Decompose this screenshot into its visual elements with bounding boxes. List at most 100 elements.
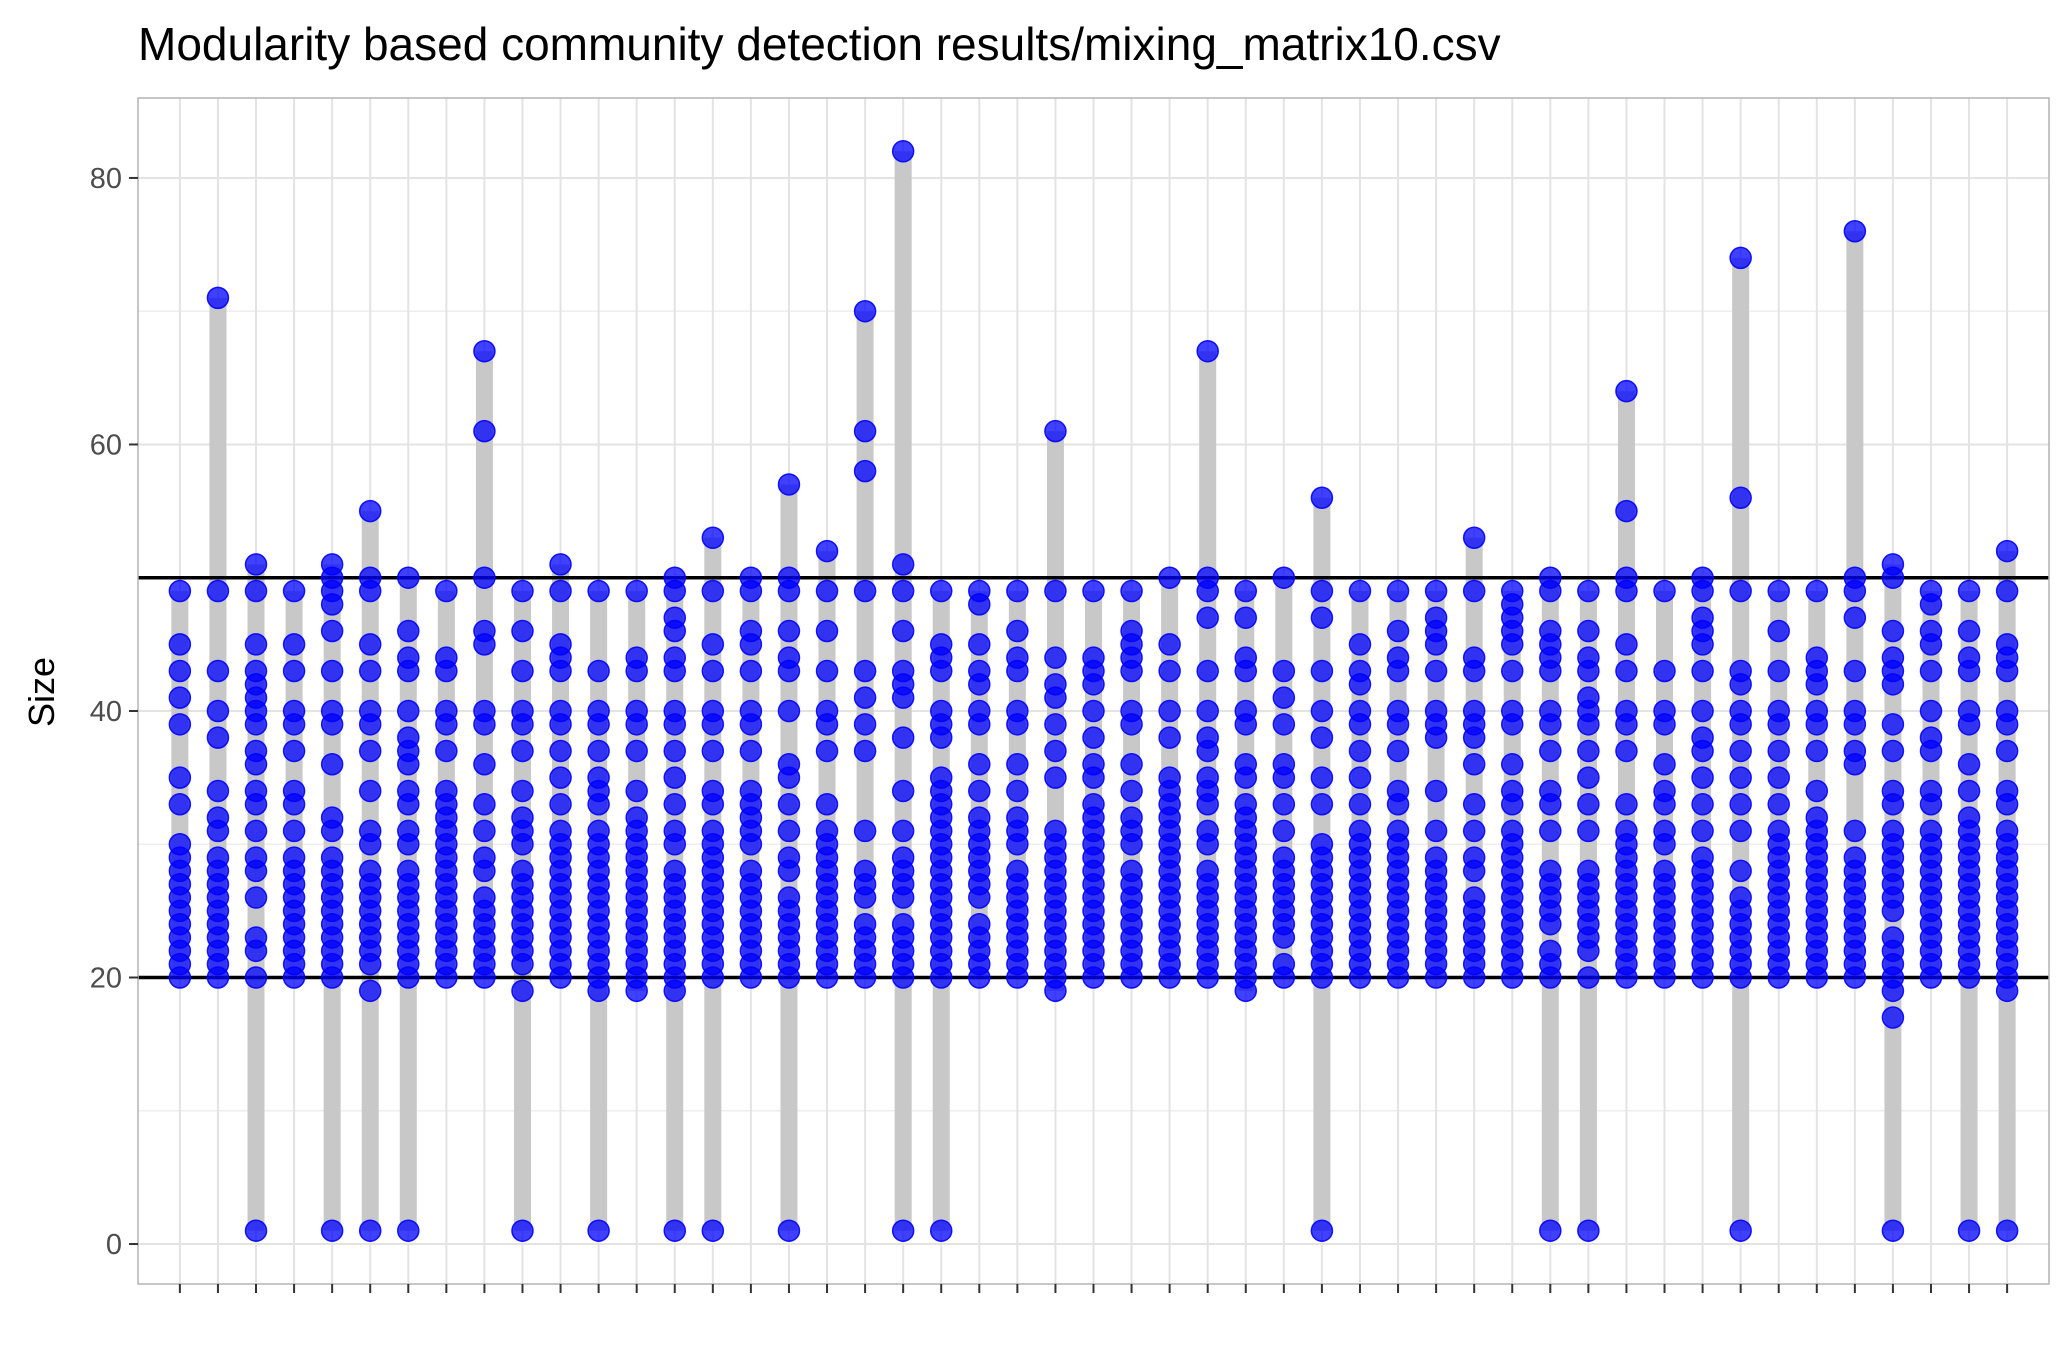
data-point (1767, 739, 1790, 763)
data-point (1729, 819, 1752, 843)
data-point (1424, 659, 1448, 683)
data-point (968, 753, 991, 776)
data-point (1995, 739, 2019, 763)
data-point (1386, 739, 1410, 763)
data-point (358, 779, 382, 803)
data-point (891, 1219, 915, 1242)
data-point (1044, 419, 1067, 443)
data-point (1120, 753, 1143, 776)
data-point (1310, 486, 1334, 510)
data-point (1843, 220, 1867, 243)
data-point (473, 339, 496, 363)
data-point (244, 553, 268, 576)
data-point (1006, 779, 1029, 803)
data-point (549, 793, 572, 816)
data-point (1653, 579, 1676, 603)
data-point (1577, 766, 1600, 789)
data-point (473, 419, 496, 443)
data-point (358, 499, 382, 523)
data-point (1767, 579, 1790, 603)
data-point (1615, 499, 1638, 523)
data-point (473, 566, 496, 589)
data-point (777, 766, 801, 789)
data-point (1919, 593, 1943, 616)
data-point (853, 686, 877, 709)
data-point (1044, 766, 1067, 789)
data-point (397, 1219, 420, 1242)
data-point (1805, 673, 1829, 696)
data-point (1158, 633, 1181, 656)
data-point (511, 832, 534, 856)
data-point (1082, 699, 1105, 723)
data-point (1272, 686, 1296, 709)
data-point (891, 579, 915, 603)
data-point (1729, 766, 1752, 789)
data-point (320, 1219, 344, 1242)
data-point (891, 553, 915, 576)
data-point (1196, 832, 1219, 856)
data-point (244, 793, 268, 816)
data-point (853, 886, 877, 909)
y-tick-label: 0 (106, 1229, 122, 1261)
data-point (358, 952, 382, 976)
data-point (549, 713, 572, 736)
data-point (1196, 699, 1219, 723)
data-point (320, 819, 344, 843)
data-point (1424, 966, 1448, 989)
data-point (1196, 606, 1219, 629)
data-point (1462, 726, 1486, 749)
data-point (397, 566, 420, 589)
data-point (1653, 713, 1676, 736)
data-point (549, 966, 572, 989)
data-point (968, 633, 991, 656)
data-point (282, 793, 306, 816)
data-point (244, 859, 268, 883)
data-point (1729, 713, 1752, 736)
data-point (1120, 779, 1143, 803)
data-point (1196, 739, 1219, 763)
data-point (282, 819, 306, 843)
data-point (1462, 859, 1486, 883)
data-point (1120, 579, 1143, 603)
data-point (663, 793, 687, 816)
data-point (968, 713, 991, 736)
data-point (206, 699, 230, 723)
data-point (1424, 579, 1448, 603)
data-point (663, 739, 687, 763)
data-point (1196, 579, 1219, 603)
y-tick-label: 20 (90, 963, 122, 995)
data-point (1653, 659, 1676, 683)
data-point (701, 739, 725, 763)
data-point (1577, 659, 1600, 683)
data-point (1310, 606, 1334, 629)
data-point (1082, 673, 1105, 696)
y-axis-label: Size (21, 657, 62, 727)
data-point (777, 1219, 801, 1242)
data-point (1006, 832, 1029, 856)
data-point (1653, 753, 1676, 776)
data-point (1386, 966, 1410, 989)
data-point (1691, 819, 1714, 843)
data-point (1691, 633, 1714, 656)
data-point (397, 793, 420, 816)
data-point (1577, 739, 1600, 763)
data-point (815, 539, 839, 563)
data-point (206, 726, 230, 749)
data-point (358, 579, 382, 603)
data-point (1767, 659, 1790, 683)
data-point (435, 659, 458, 683)
data-point (853, 659, 877, 683)
data-point (1539, 912, 1562, 936)
data-point (1919, 793, 1943, 816)
data-point (777, 819, 801, 843)
data-point (1500, 713, 1524, 736)
data-point (473, 713, 496, 736)
data-point (701, 966, 725, 989)
data-point (1462, 793, 1486, 816)
data-point (1120, 966, 1143, 989)
data-point (587, 713, 610, 736)
data-point (1272, 713, 1296, 736)
data-point (1767, 713, 1790, 736)
data-point (549, 659, 572, 683)
data-point (549, 579, 572, 603)
